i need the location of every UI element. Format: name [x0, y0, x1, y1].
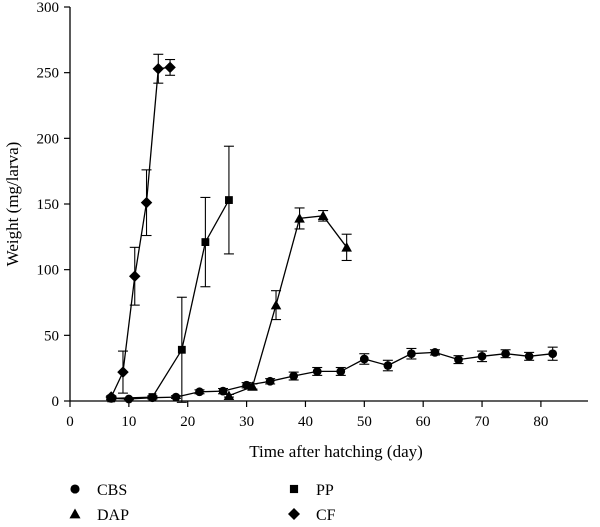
- plot-series: [105, 53, 558, 404]
- y-tick-label: 100: [37, 263, 60, 279]
- data-point-pp: [148, 393, 157, 401]
- x-tick-label: 10: [121, 414, 136, 430]
- data-point-cf: [117, 366, 129, 378]
- data-point-cf: [105, 391, 117, 403]
- y-tick-label: 200: [37, 131, 60, 147]
- legend-label: PP: [316, 482, 334, 499]
- legend-item-pp: PP: [289, 482, 334, 499]
- y-tick-label: 150: [37, 197, 60, 213]
- y-tick-label: 50: [44, 328, 59, 344]
- legend-item-dap: DAP: [69, 507, 129, 524]
- legend-label: DAP: [97, 507, 129, 524]
- series-line-pp: [111, 199, 230, 400]
- data-point-cf: [129, 270, 141, 282]
- data-point-cf: [140, 196, 153, 209]
- y-axis-label: Weight (mg/larva): [3, 142, 22, 267]
- data-point-pp: [225, 196, 233, 204]
- data-point-cbs: [312, 367, 322, 376]
- data-point-cbs: [218, 386, 228, 396]
- x-axis-ticks: 0 10 20 30 40 50 60 70 80: [66, 401, 548, 430]
- data-point-cbs: [124, 394, 134, 404]
- data-point-cbs: [524, 351, 534, 361]
- series-dap: [223, 207, 352, 400]
- data-point-cbs: [477, 351, 487, 361]
- data-point-dap: [247, 381, 258, 391]
- x-tick-label: 40: [298, 414, 313, 430]
- data-point-cbs: [548, 349, 558, 359]
- data-point-dap: [317, 210, 329, 221]
- data-point-pp: [177, 345, 186, 354]
- legend: CBS PP DAP CF: [69, 482, 336, 524]
- data-point-dap: [270, 299, 282, 310]
- data-point-cbs: [289, 371, 299, 381]
- x-tick-label: 20: [180, 414, 195, 430]
- y-tick-label: 250: [37, 66, 60, 82]
- y-tick-label: 300: [37, 0, 60, 16]
- x-tick-label: 0: [66, 414, 74, 430]
- series-cbs: [106, 346, 558, 404]
- x-axis-label: Time after hatching (day): [249, 442, 423, 461]
- x-tick-label: 80: [533, 414, 548, 430]
- series-cf: [105, 53, 176, 403]
- data-point-cbs: [454, 355, 463, 364]
- data-point-pp: [201, 238, 210, 246]
- data-point-cbs: [383, 361, 393, 370]
- legend-marker-cbs: [70, 484, 80, 494]
- x-tick-label: 50: [357, 414, 372, 430]
- data-point-cbs: [501, 349, 510, 359]
- y-tick-label: 0: [52, 394, 60, 410]
- series-line-cbs: [111, 351, 553, 400]
- legend-label: CBS: [97, 482, 127, 499]
- legend-marker-dap: [69, 508, 81, 519]
- data-point-cf: [152, 62, 165, 75]
- data-point-cbs: [359, 354, 369, 364]
- x-tick-label: 60: [416, 414, 431, 430]
- data-point-cbs: [195, 387, 204, 397]
- data-point-cbs: [407, 349, 416, 359]
- legend-marker-pp: [289, 484, 299, 494]
- x-tick-label: 30: [239, 414, 254, 430]
- series-line-cf: [110, 66, 171, 398]
- data-point-dap: [341, 242, 352, 252]
- data-point-cbs: [171, 392, 181, 402]
- data-point-cbs: [265, 376, 275, 386]
- legend-label: CF: [316, 507, 336, 524]
- legend-marker-cf: [288, 508, 300, 520]
- data-point-dap: [294, 213, 305, 223]
- legend-item-cbs: CBS: [70, 482, 127, 499]
- data-point-cbs: [430, 348, 440, 357]
- series-pp: [106, 145, 234, 403]
- y-axis-ticks: 0 50 100 150 200 250 300: [37, 0, 70, 410]
- data-point-cf: [164, 61, 176, 74]
- series-line-dap: [228, 215, 348, 397]
- data-point-dap: [223, 390, 235, 400]
- x-tick-label: 70: [475, 414, 490, 430]
- data-point-cbs: [336, 367, 346, 376]
- legend-item-cf: CF: [288, 507, 336, 524]
